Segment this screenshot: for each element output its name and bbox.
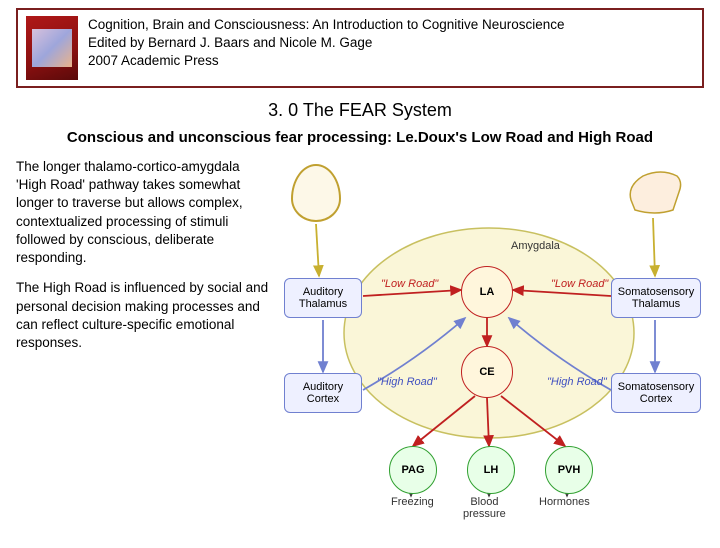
header-box: Cognition, Brain and Consciousness: An I… xyxy=(16,8,704,88)
body-text: The longer thalamo-cortico-amygdala 'Hig… xyxy=(16,158,271,518)
foot-icon xyxy=(625,166,685,216)
section-title: 3. 0 The FEAR System xyxy=(0,100,720,121)
label-bp: Blood pressure xyxy=(463,496,506,520)
node-LH: LH xyxy=(467,446,515,494)
header-line3: 2007 Academic Press xyxy=(88,52,565,70)
amygdala-label: Amygdala xyxy=(511,240,560,252)
header-line2: Edited by Bernard J. Baars and Nicole M.… xyxy=(88,34,565,52)
header-line1: Cognition, Brain and Consciousness: An I… xyxy=(88,16,565,34)
node-aud_thal: Auditory Thalamus xyxy=(284,278,362,318)
para-1: The longer thalamo-cortico-amygdala 'Hig… xyxy=(16,158,271,267)
fear-diagram: Auditory Thalamus Somatosensory Thalamus A… xyxy=(279,158,704,518)
node-aud_ctx: Auditory Cortex xyxy=(284,373,362,413)
node-PAG: PAG xyxy=(389,446,437,494)
node-LA: LA xyxy=(461,266,513,318)
node-CE: CE xyxy=(461,346,513,398)
node-PVH: PVH xyxy=(545,446,593,494)
label-hormones: Hormones xyxy=(539,496,590,508)
label-freezing: Freezing xyxy=(391,496,434,508)
label-high_road_l: "High Road" xyxy=(377,376,437,388)
header-text: Cognition, Brain and Consciousness: An I… xyxy=(88,16,565,71)
subtitle: Conscious and unconscious fear processin… xyxy=(16,129,704,146)
book-cover-thumb xyxy=(26,16,78,80)
para-2: The High Road is influenced by social an… xyxy=(16,279,271,352)
ear-icon xyxy=(291,164,341,222)
content-row: The longer thalamo-cortico-amygdala 'Hig… xyxy=(0,158,720,518)
label-low_road_l: "Low Road" xyxy=(381,278,438,290)
node-som_ctx: Somatosensory Cortex xyxy=(611,373,701,413)
label-high_road_r: "High Road" xyxy=(547,376,607,388)
label-low_road_r: "Low Road" xyxy=(551,278,608,290)
node-som_thal: Somatosensory Thalamus xyxy=(611,278,701,318)
